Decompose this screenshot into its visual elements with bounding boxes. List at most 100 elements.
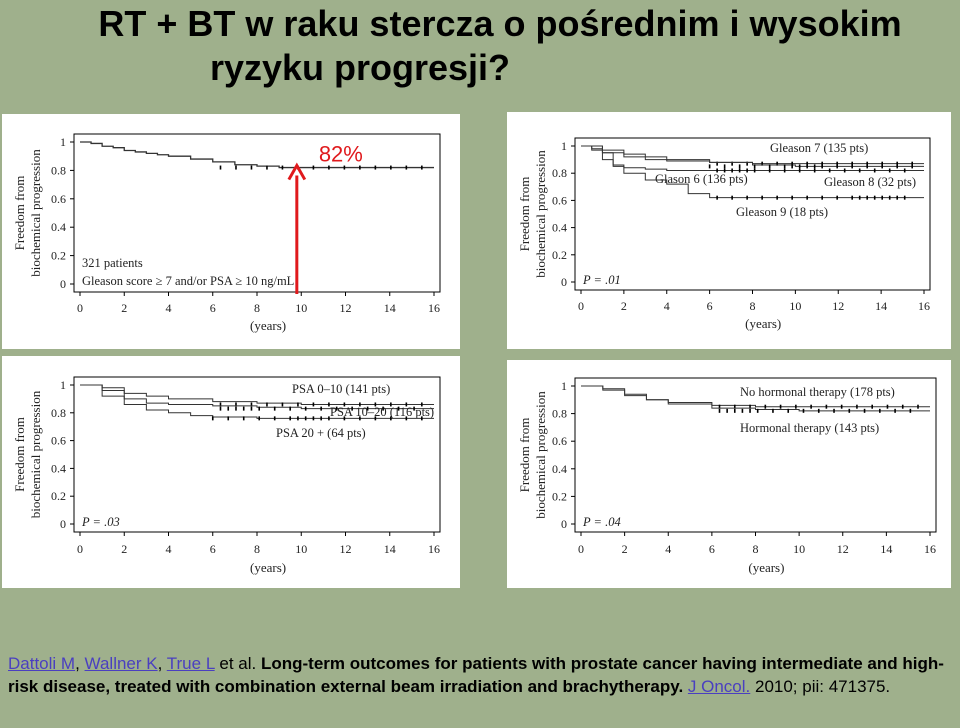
y-tick-label: 0 xyxy=(561,275,567,289)
series-label: Glason 6 (136 pts) xyxy=(655,172,748,186)
y-axis-label-line2: biochemical progression xyxy=(28,149,43,277)
x-tick-label: 16 xyxy=(428,301,440,315)
chart-panel-hormonal: 0 0.2 0.4 0.6 0.8 1 0 2 4 6 8 10 12 14 16 (years) Freedo… xyxy=(507,360,951,588)
x-tick-label: 12 xyxy=(340,542,352,556)
x-tick-label: 6 xyxy=(210,542,216,556)
x-tick-label: 6 xyxy=(709,542,715,556)
x-tick-label: 8 xyxy=(254,542,260,556)
x-tick-label: 14 xyxy=(384,542,396,556)
x-tick-label: 6 xyxy=(707,299,713,313)
x-tick-label: 10 xyxy=(793,542,805,556)
annotation-criteria: Gleason score ≥ 7 and/or PSA ≥ 10 ng/mL xyxy=(82,274,294,288)
series-line-2 xyxy=(80,384,434,410)
p-value: P = .01 xyxy=(582,273,621,287)
x-tick-label: 4 xyxy=(665,542,671,556)
x-tick-label: 12 xyxy=(837,542,849,556)
y-tick-label: 0.8 xyxy=(552,166,567,180)
series-label: No hormonal therapy (178 pts) xyxy=(740,385,895,399)
x-tick-label: 2 xyxy=(121,542,127,556)
km-chart-psa: 00.20.40.60.810 2 4 6 8 10 12 14 16(years)Freedo… xyxy=(12,376,441,575)
series-line-1 xyxy=(581,145,924,165)
y-tick-label: 0.4 xyxy=(51,220,66,234)
x-tick-label: 8 xyxy=(753,542,759,556)
series-line-1 xyxy=(80,384,434,405)
y-tick-label: 1 xyxy=(561,139,567,153)
y-axis-label-line2: biochemical progression xyxy=(533,150,548,278)
series-label: Gleason 8 (32 pts) xyxy=(824,175,916,189)
callout-arrow-head xyxy=(287,162,307,181)
x-tick-label: 14 xyxy=(384,301,396,315)
x-axis-label: (years) xyxy=(745,316,781,331)
y-tick-label: 0.8 xyxy=(51,406,66,420)
author-link-wallner[interactable]: Wallner K xyxy=(84,654,158,673)
author-link-true[interactable]: True L xyxy=(166,654,215,673)
y-tick-label: 0 xyxy=(561,517,567,531)
author-sep: , xyxy=(157,654,163,673)
y-tick-label: 0.4 xyxy=(552,221,567,235)
series-line-3 xyxy=(80,384,434,419)
x-tick-label: 0 xyxy=(77,301,83,315)
y-axis-label-line1: Freedom from xyxy=(517,177,532,252)
x-tick-label: 2 xyxy=(621,299,627,313)
plot-frame xyxy=(574,377,937,533)
x-tick-label: 6 xyxy=(210,301,216,315)
y-tick-label: 0 xyxy=(60,517,66,531)
slide-title-line2: ryzyku progresji? xyxy=(209,47,511,88)
x-tick-label: 14 xyxy=(875,299,887,313)
x-tick-label: 16 xyxy=(428,542,440,556)
x-tick-label: 14 xyxy=(880,542,892,556)
x-axis-label: (years) xyxy=(250,318,286,333)
x-tick-label: 0 xyxy=(578,542,584,556)
annotation-patients: 321 patients xyxy=(82,256,143,270)
citation: Dattoli M, Wallner K, True L et al. Long… xyxy=(8,652,953,698)
y-tick-label: 0.2 xyxy=(51,249,66,263)
y-tick-label: 0.6 xyxy=(51,434,66,448)
series-label: PSA 10–20 (116 pts) xyxy=(330,405,434,419)
callout-label: 82% xyxy=(319,142,363,167)
x-tick-label: 0 xyxy=(578,299,584,313)
reference: 2010; pii: 471375. xyxy=(750,677,891,696)
chart-panel-gleason: 0 0.2 0.4 0.6 0.8 1 0 2 4 6 8 10 12 14 16 (years) Freedo… xyxy=(507,112,951,349)
y-tick-label: 0.6 xyxy=(51,192,66,206)
y-tick-label: 1 xyxy=(561,379,567,393)
author-link-dattoli[interactable]: Dattoli M xyxy=(8,654,76,673)
article-title: Long-term outcomes for patients with pro… xyxy=(8,654,944,696)
x-tick-label: 2 xyxy=(121,301,127,315)
y-axis-label-line1: Freedom from xyxy=(12,417,27,492)
y-axis-label-line2: biochemical progression xyxy=(533,391,548,519)
x-tick-label: 8 xyxy=(750,299,756,313)
y-axis-label-line1: Freedom from xyxy=(517,418,532,493)
x-tick-label: 0 xyxy=(77,542,83,556)
y-axis-label-line2: biochemical progression xyxy=(28,390,43,518)
x-tick-label: 2 xyxy=(622,542,628,556)
plot-frame xyxy=(73,376,441,533)
series-label: PSA 0–10 (141 pts) xyxy=(292,382,390,396)
x-tick-label: 4 xyxy=(166,542,172,556)
y-tick-label: 1 xyxy=(60,378,66,392)
p-value: P = .04 xyxy=(582,515,621,529)
x-tick-label: 10 xyxy=(295,301,307,315)
y-tick-label: 0.4 xyxy=(51,461,66,475)
km-chart-hormonal: 00.20.40.60.810 2 4 6 8 10 12 14 16(years)Freedo… xyxy=(517,377,937,575)
y-tick-label: 0.6 xyxy=(552,434,567,448)
y-axis-label-line1: Freedom from xyxy=(12,176,27,251)
journal-link[interactable]: J Oncol. xyxy=(687,677,751,696)
series-label: Hormonal therapy (143 pts) xyxy=(740,421,879,435)
slide-title-line1: RT + BT w raku stercza o pośrednim i wys… xyxy=(98,3,902,44)
x-tick-label: 10 xyxy=(295,542,307,556)
x-tick-label: 4 xyxy=(166,301,172,315)
y-tick-label: 0.2 xyxy=(552,489,567,503)
x-tick-label: 12 xyxy=(340,301,352,315)
y-tick-label: 1 xyxy=(60,135,66,149)
series-line-4 xyxy=(581,145,924,199)
x-tick-label: 4 xyxy=(664,299,670,313)
y-tick-label: 0.8 xyxy=(51,163,66,177)
series-label: PSA 20 + (64 pts) xyxy=(276,426,366,440)
x-tick-label: 8 xyxy=(254,301,260,315)
x-axis-label: (years) xyxy=(250,560,286,575)
p-value: P = .03 xyxy=(81,515,120,529)
x-axis-label: (years) xyxy=(748,560,784,575)
y-tick-label: 0 xyxy=(60,277,66,291)
x-tick-label: 12 xyxy=(832,299,844,313)
km-chart-gleason: 00.20.40.60.810 2 4 6 8 10 12 14 16(years)Freedo… xyxy=(517,137,931,331)
